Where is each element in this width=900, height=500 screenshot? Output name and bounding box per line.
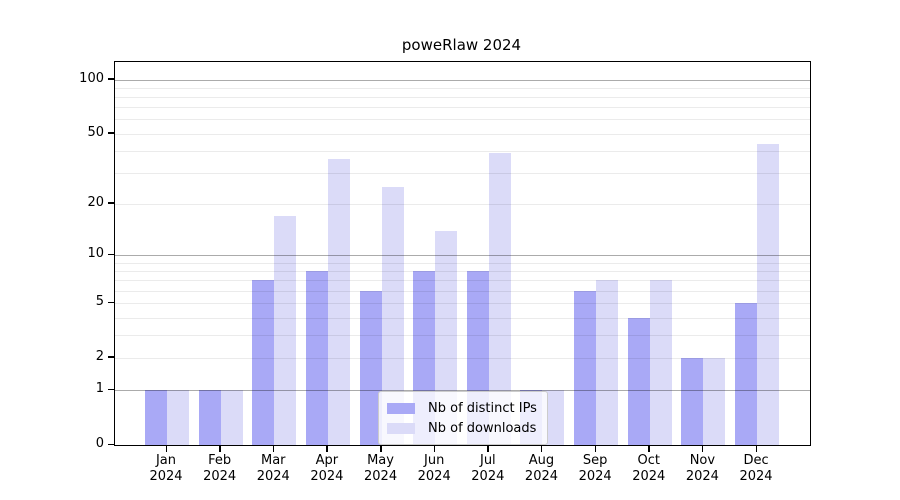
gridline-40 (115, 150, 810, 152)
y-tick-mark-10 (108, 253, 114, 256)
legend-label-downloads: Nb of downloads (428, 420, 537, 436)
y-tick-mark-2 (108, 356, 114, 358)
y-tick-label-20: 20 (87, 194, 104, 210)
legend-item-distinct-ips: Nb of distinct IPs (387, 398, 537, 418)
x-tick-mark-sep (594, 445, 597, 452)
bar-distinct-ips-oct (627, 317, 650, 445)
y-tick-mark-5 (108, 301, 114, 304)
bar-distinct-ips-sep (574, 290, 597, 445)
x-tick-label-jan: Jan 2024 (149, 453, 183, 484)
x-tick-mark-oct (648, 445, 650, 452)
gridline-2 (115, 357, 810, 359)
gridline-90 (115, 87, 810, 89)
gridline-7 (115, 280, 810, 282)
x-tick-mark-jul (487, 445, 489, 452)
y-tick-label-5: 5 (95, 294, 104, 310)
y-tick-label-1: 1 (95, 381, 104, 397)
y-tick-label-50: 50 (87, 124, 104, 140)
legend-item-downloads: Nb of downloads (387, 418, 537, 438)
gridline-8 (115, 270, 810, 272)
bar-downloads-aug (542, 390, 565, 445)
gridline-50 (115, 133, 810, 135)
x-tick-label-sep: Sep 2024 (578, 453, 612, 484)
gridline-10 (115, 255, 810, 257)
x-tick-mark-nov (701, 445, 704, 452)
x-tick-label-feb: Feb 2024 (203, 453, 237, 484)
gridline-3 (115, 335, 810, 337)
legend-label-distinct-ips: Nb of distinct IPs (428, 400, 537, 416)
y-tick-label-100: 100 (79, 70, 104, 86)
x-tick-label-may: May 2024 (364, 453, 398, 484)
bar-distinct-ips-dec (735, 303, 758, 445)
legend: Nb of distinct IPs Nb of downloads (378, 391, 548, 445)
x-tick-mark-may (380, 445, 382, 452)
x-tick-mark-feb (219, 445, 221, 452)
y-tick-mark-0 (108, 443, 114, 445)
x-tick-mark-aug (540, 445, 543, 452)
gridline-5 (115, 303, 810, 305)
chart-title: poweRlaw 2024 (401, 36, 522, 54)
x-tick-mark-jun (433, 445, 436, 452)
x-tick-mark-jan (165, 445, 167, 452)
bar-downloads-mar (274, 216, 297, 445)
plot-area: Nb of distinct IPs Nb of downloads (114, 61, 811, 446)
y-tick-label-10: 10 (87, 246, 104, 262)
gridline-20 (115, 203, 810, 205)
x-tick-label-aug: Aug 2024 (524, 453, 559, 484)
y-tick-label-0: 0 (95, 436, 104, 451)
bar-downloads-may (381, 186, 404, 445)
bar-downloads-apr (327, 159, 350, 445)
gridline-6 (115, 290, 810, 292)
gridline-9 (115, 262, 810, 264)
gridline-80 (115, 96, 810, 98)
y-tick-mark-50 (108, 132, 114, 134)
y-tick-mark-20 (108, 202, 114, 204)
bar-downloads-nov (703, 357, 726, 445)
x-tick-label-jun: Jun 2024 (417, 453, 451, 484)
x-tick-label-jul: Jul 2024 (471, 453, 505, 484)
x-tick-mark-mar (272, 445, 275, 452)
y-tick-mark-100 (108, 78, 114, 80)
bar-downloads-dec (757, 143, 780, 445)
bar-distinct-ips-apr (305, 270, 328, 445)
y-tick-label-2: 2 (95, 348, 104, 364)
bar-downloads-oct (649, 280, 672, 445)
bar-downloads-jan (167, 390, 189, 445)
bar-distinct-ips-mar (252, 280, 275, 445)
bar-distinct-ips-feb (198, 390, 221, 445)
x-tick-label-apr: Apr 2024 (310, 453, 344, 484)
gridline-1 (115, 390, 810, 392)
x-tick-label-oct: Oct 2024 (632, 453, 666, 484)
bar-distinct-ips-may (359, 290, 382, 445)
bar-downloads-feb (220, 390, 243, 445)
bar-distinct-ips-nov (681, 357, 704, 445)
x-tick-label-nov: Nov 2024 (685, 453, 719, 484)
bar-distinct-ips-jan (145, 390, 167, 445)
gridline-4 (115, 317, 810, 319)
x-tick-label-dec: Dec 2024 (739, 453, 773, 484)
legend-swatch-downloads (387, 422, 415, 434)
gridline-100 (115, 79, 810, 81)
legend-swatch-distinct-ips (387, 402, 415, 414)
x-tick-mark-apr (326, 445, 328, 452)
bar-downloads-jul (488, 152, 511, 445)
bar-downloads-sep (596, 280, 619, 445)
x-tick-mark-dec (755, 445, 758, 452)
gridline-70 (115, 107, 810, 109)
gridline-30 (115, 173, 810, 175)
y-tick-mark-1 (108, 388, 114, 391)
x-tick-label-mar: Mar 2024 (256, 453, 290, 484)
gridline-60 (115, 119, 810, 121)
